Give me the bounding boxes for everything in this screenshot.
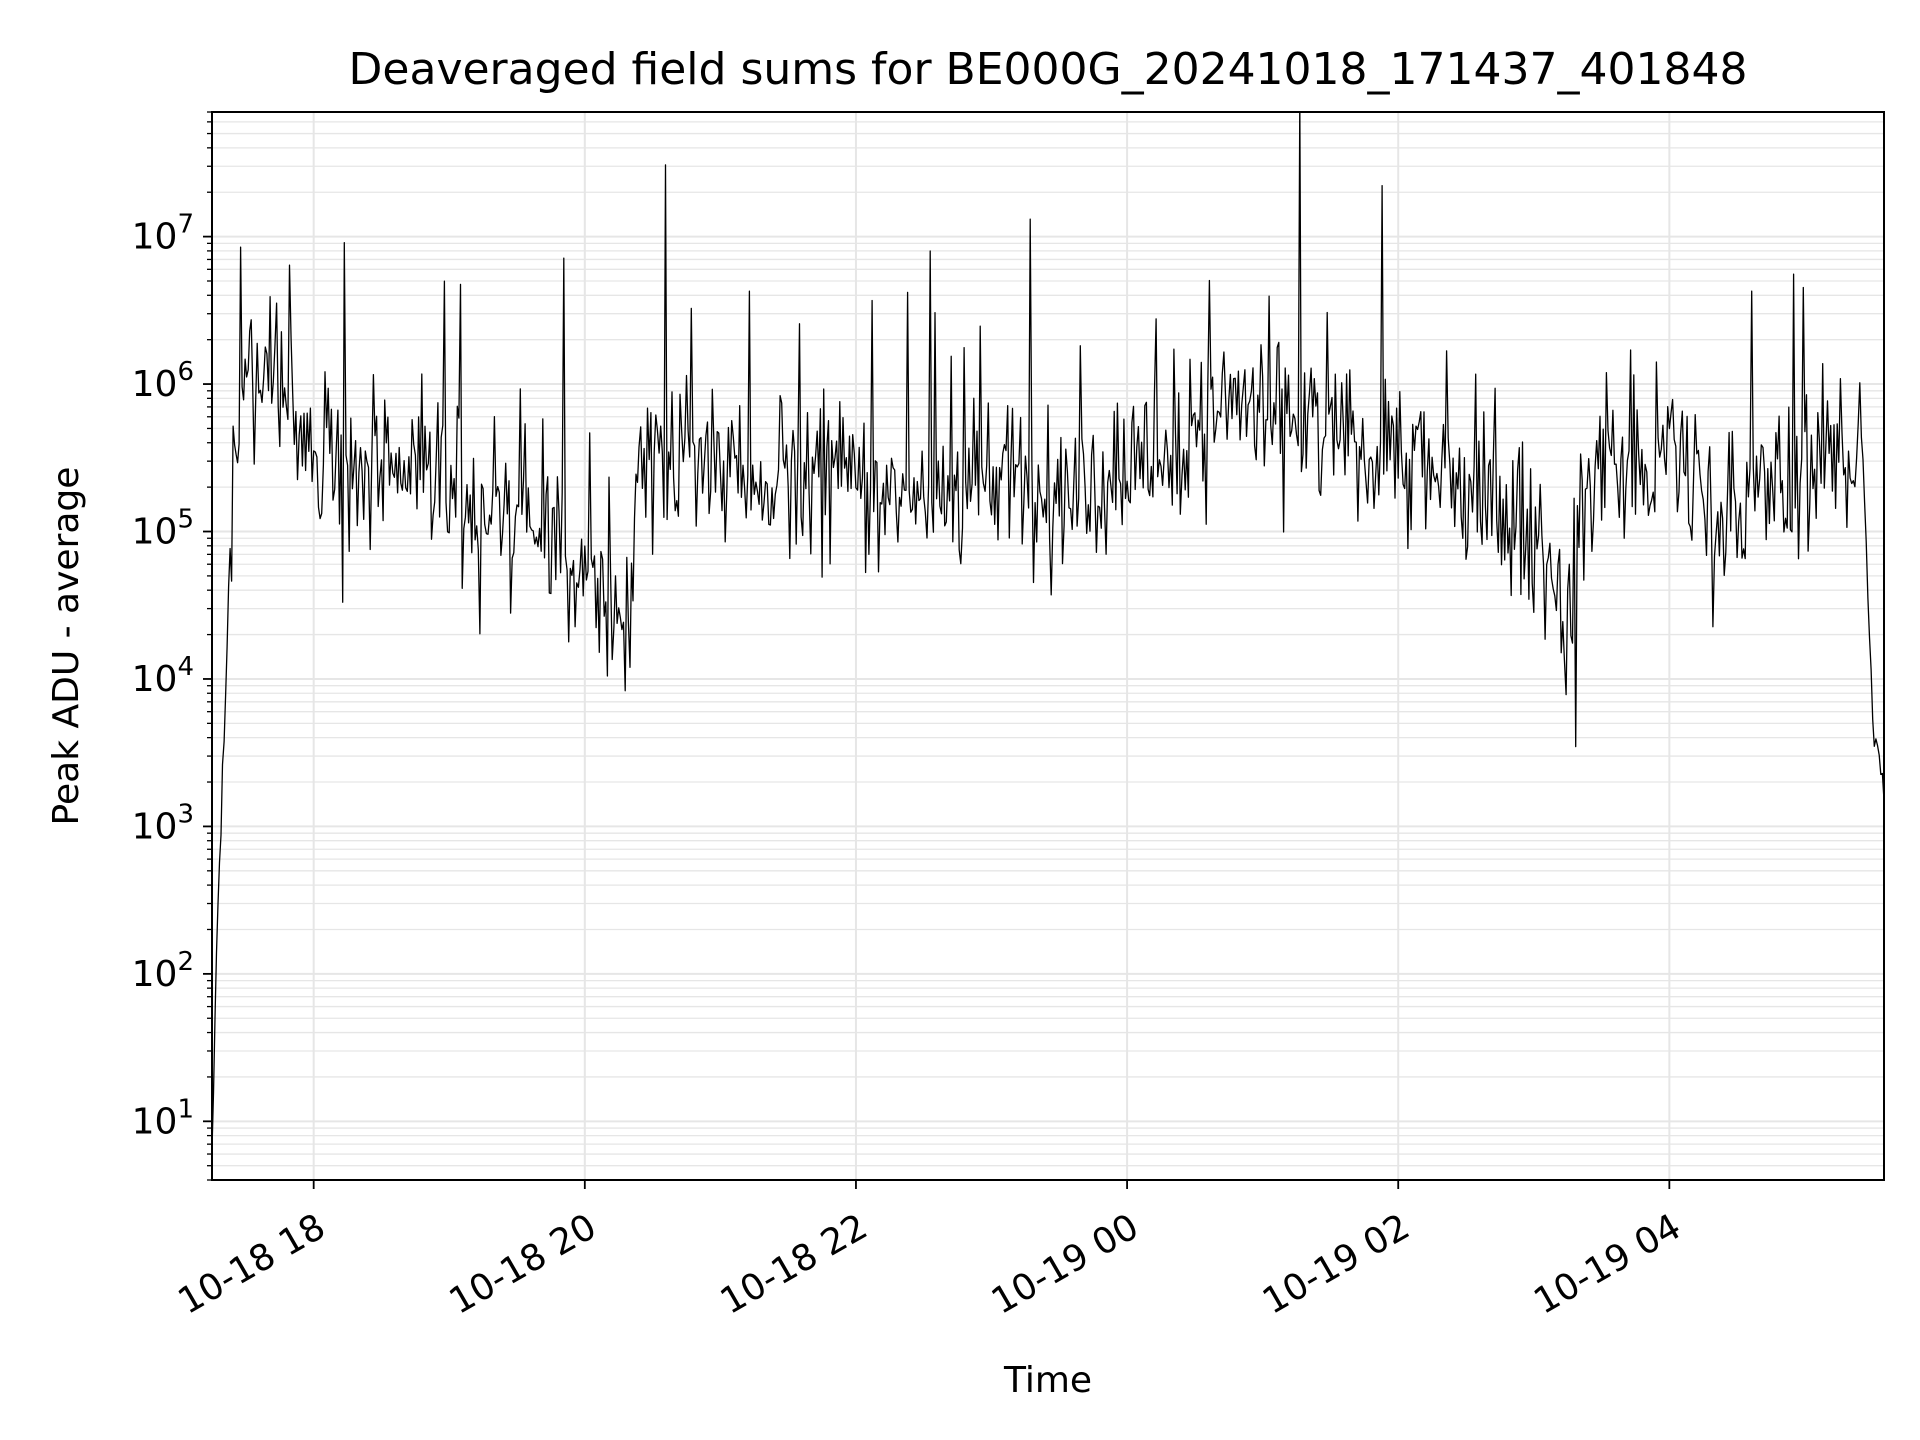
y-tick-label: 107 [132,210,194,258]
x-axis-label: Time [1003,1360,1092,1401]
y-tick-label: 105 [132,505,194,553]
y-tick-label: 106 [132,357,194,405]
plot-frame [211,111,1885,1181]
y-tick-label: 102 [132,947,194,995]
series-layer [212,112,1884,1150]
y-tick-label: 104 [132,652,194,700]
chart-title: Deaveraged field sums for BE000G_2024101… [349,44,1748,95]
y-axis-label: Peak ADU - average [46,467,87,826]
y-tick-label: 101 [132,1094,194,1142]
y-tick-label: 103 [132,799,194,847]
series-line [212,112,1884,1150]
grid [212,111,1884,1181]
